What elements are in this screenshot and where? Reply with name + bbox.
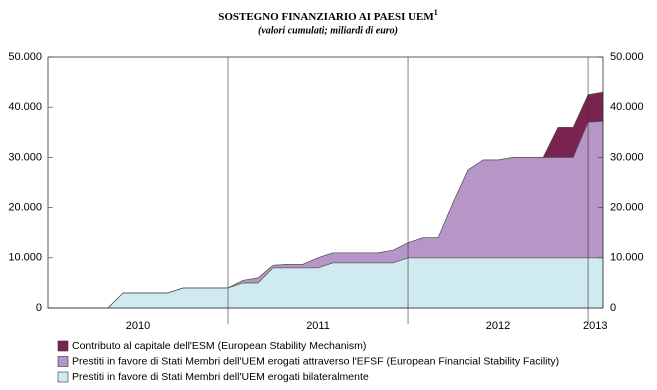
y2-tick-label: 50.000 [610, 51, 644, 63]
chart-title: SOSTEGNO FINANZIARIO AI PAESI UEM1 [218, 8, 438, 23]
legend-swatch [57, 356, 69, 367]
x-tick-label: 2010 [126, 320, 150, 332]
legend-label: Contributo al capitale dell'ESM (Europea… [72, 340, 366, 352]
y2-tick-label: 30.000 [610, 151, 644, 163]
y2-tick-label: 0 [610, 302, 616, 314]
y2-tick-label: 10.000 [610, 252, 644, 264]
y-tick-label: 20.000 [8, 202, 42, 214]
x-tick-label: 2013 [583, 320, 607, 332]
title-note: 1 [434, 8, 438, 17]
legend-label: Prestiti in favore di Stati Membri dell'… [72, 355, 559, 367]
y-tick-label: 10.000 [8, 252, 42, 264]
y2-tick-label: 40.000 [610, 101, 644, 113]
y-tick-label: 30.000 [8, 151, 42, 163]
y-tick-label: 40.000 [8, 101, 42, 113]
y-tick-label: 0 [36, 302, 42, 314]
legend-swatch [57, 371, 69, 383]
plot-frame [47, 56, 604, 309]
chart-subtitle: (valori cumulati; miliardi di euro) [258, 25, 398, 36]
y2-tick-label: 20.000 [610, 202, 644, 214]
title-text: SOSTEGNO FINANZIARIO AI PAESI UEM [218, 11, 434, 23]
legend-swatch [57, 340, 69, 352]
legend-label: Prestiti in favore di Stati Membri dell'… [72, 371, 369, 383]
y-tick-label: 50.000 [8, 51, 42, 63]
x-tick-label: 2012 [486, 320, 510, 332]
x-tick-label: 2011 [306, 320, 330, 332]
